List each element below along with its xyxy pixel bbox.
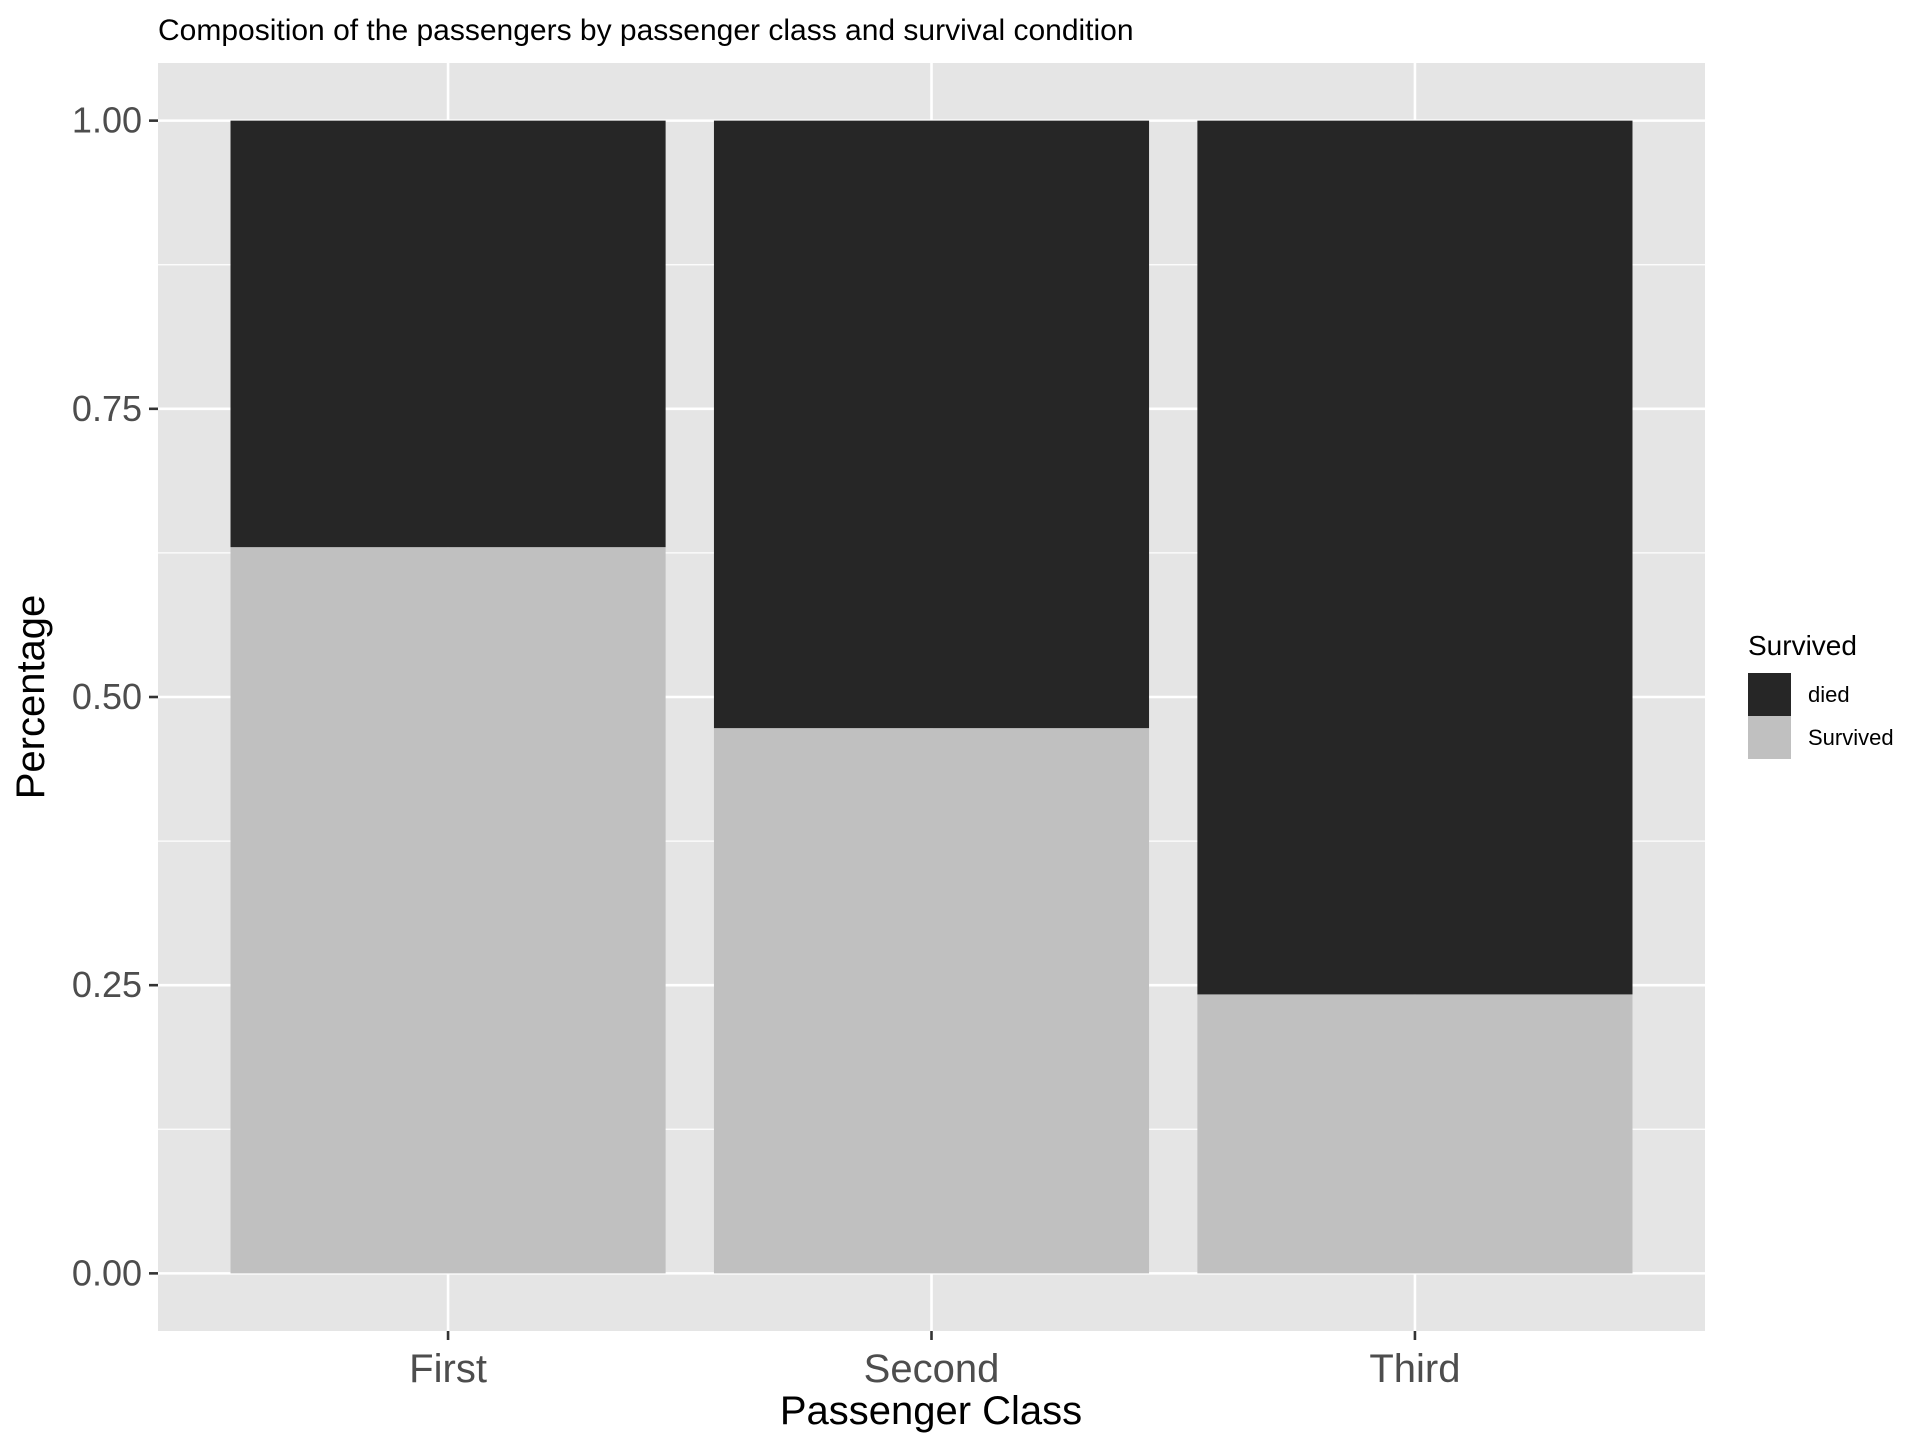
y-tick-label: 0.25 bbox=[72, 964, 142, 1005]
x-tick-label: Third bbox=[1369, 1347, 1460, 1391]
bar-died-second bbox=[713, 120, 1150, 729]
y-tick-label: 0.75 bbox=[72, 388, 142, 429]
legend-key-died bbox=[1748, 673, 1791, 716]
y-tick-label: 0.50 bbox=[72, 676, 142, 717]
legend-title: Survived bbox=[1748, 630, 1857, 661]
legend-key-survived bbox=[1748, 716, 1791, 759]
bar-survived-first bbox=[230, 547, 666, 1274]
bars bbox=[230, 120, 1633, 1274]
bar-died-first bbox=[230, 120, 666, 548]
bar-died-third bbox=[1197, 120, 1633, 995]
x-tick-label: First bbox=[409, 1347, 487, 1391]
x-tick-label: Second bbox=[864, 1347, 1000, 1391]
x-axis-title: Passenger Class bbox=[780, 1389, 1082, 1433]
x-axis: First Second Third bbox=[409, 1331, 1461, 1391]
y-tick-label: 1.00 bbox=[72, 100, 142, 141]
bar-survived-second bbox=[713, 728, 1150, 1274]
legend-label-survived: Survived bbox=[1808, 725, 1894, 750]
y-axis-title: Percentage bbox=[9, 595, 53, 800]
legend-label-died: died bbox=[1808, 682, 1850, 707]
y-axis: 0.00 0.25 0.50 0.75 1.00 bbox=[72, 100, 158, 1293]
chart-title: Composition of the passengers by passeng… bbox=[158, 14, 1134, 47]
bar-survived-third bbox=[1197, 994, 1633, 1274]
legend: Survived died Survived bbox=[1748, 630, 1894, 759]
y-tick-label: 0.00 bbox=[72, 1252, 142, 1293]
